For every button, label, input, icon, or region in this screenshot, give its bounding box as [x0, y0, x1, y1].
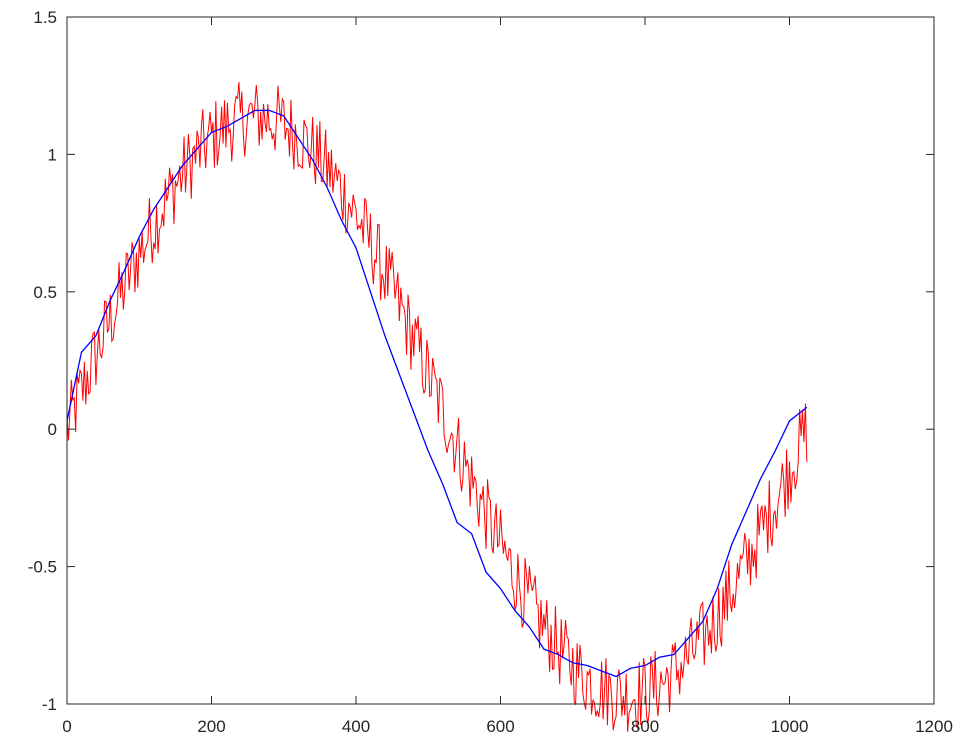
series-line-2: [66, 109, 808, 678]
series-layer: [66, 82, 808, 732]
x-tick-label: 1000: [771, 717, 809, 736]
tick-layer: [66, 16, 935, 705]
series-line-1: [66, 82, 808, 732]
x-tick-label: 400: [342, 717, 370, 736]
y-tick-label: 0: [48, 420, 57, 439]
y-tick-label: 1.5: [33, 8, 57, 27]
x-tick-label: 0: [62, 717, 71, 736]
y-tick-label: -1: [42, 695, 57, 714]
plot-background: [67, 17, 934, 704]
y-tick-label: 1: [48, 145, 57, 164]
x-tick-label: 800: [631, 717, 659, 736]
x-tick-label: 600: [486, 717, 514, 736]
x-tick-label: 200: [197, 717, 225, 736]
x-tick-label: 1200: [915, 717, 953, 736]
y-tick-label: 0.5: [33, 283, 57, 302]
y-tick-label: -0.5: [28, 558, 57, 577]
label-layer: 0 200 400 600 800 1000 1200 -1 -0.5 0 0.5 1 1.5: [28, 8, 953, 736]
